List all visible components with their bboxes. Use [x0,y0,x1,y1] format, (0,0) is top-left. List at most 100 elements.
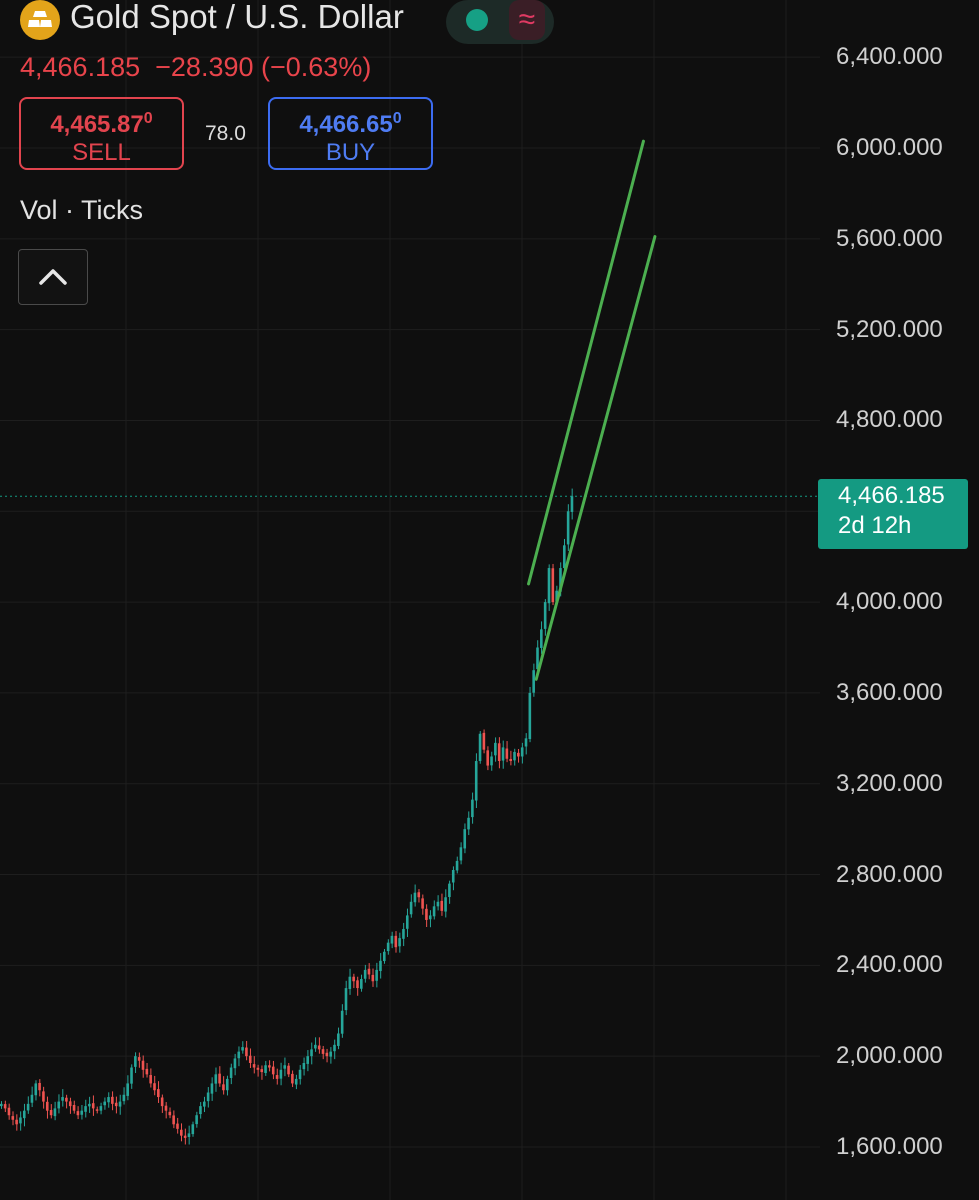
candle-body [225,1078,229,1091]
candle-body [551,568,555,603]
candle-body [26,1103,30,1111]
candle-body [371,974,375,982]
candle-body [195,1115,198,1125]
candle-body [45,1101,49,1111]
candle-body [352,976,355,982]
candle-body [245,1047,248,1057]
candle-body [417,892,421,898]
candle-body [72,1104,76,1111]
sell-label: SELL [72,139,131,166]
candle-body [187,1133,191,1138]
candle-body [191,1124,195,1135]
candle-body [333,1044,336,1052]
candle-body [448,883,451,898]
sell-button[interactable]: 4,465.870 SELL [19,97,184,170]
candle-body [84,1106,87,1112]
status-dot-icon [466,9,488,31]
candle-body [141,1060,145,1070]
y-axis-tick-label: 5,200.000 [836,315,943,343]
candle-body [180,1129,183,1136]
candle-body [57,1101,61,1109]
candle-body [547,568,551,604]
candle-body [95,1109,99,1111]
candle-body [490,756,493,766]
candle-body [176,1123,179,1129]
candle-body [279,1069,283,1079]
candle-body [34,1083,38,1096]
candle-body [210,1083,214,1094]
candle-body [509,758,512,762]
candle-body [329,1051,332,1057]
candle-body [206,1092,210,1102]
candle-body [528,692,532,739]
candle-body [3,1104,7,1109]
candle-body [543,602,547,629]
candle-body [494,742,497,756]
candle-body [432,906,436,917]
candle-body [164,1105,168,1111]
instrument-title[interactable]: Gold Spot / U.S. Dollar [70,0,404,35]
candle-body [337,1033,340,1046]
candle-body [168,1111,172,1116]
candle-body [340,1010,344,1034]
candle-body [478,733,482,762]
candle-body [517,752,520,757]
buy-price: 4,466.650 [299,110,402,138]
candle-body [291,1073,294,1084]
buy-button[interactable]: 4,466.650 BUY [268,97,433,170]
candle-body [233,1058,237,1069]
candle-body [149,1075,152,1084]
last-price: 4,466.185 [20,52,141,82]
candle-body [114,1102,118,1107]
candle-body [283,1065,287,1069]
candle-body [306,1056,309,1064]
candle-body [218,1073,221,1084]
candle-body [264,1065,267,1073]
candle-body [68,1101,72,1107]
candle-body [482,732,486,750]
price-change: −28.390 [155,52,254,82]
candle-body [287,1065,290,1075]
collapse-button[interactable] [18,249,88,305]
candle-body [436,901,440,907]
candle-body [383,951,386,962]
trendline-channel-lower [534,235,657,681]
candle-body [118,1101,122,1107]
wave-icon[interactable]: ≈ [509,0,545,40]
candle-body [386,942,390,952]
candle-body [241,1047,244,1051]
candle-body [563,545,566,569]
y-axis-tick-label: 6,000.000 [836,134,943,161]
candle-body [80,1110,84,1115]
candle-body [145,1068,149,1075]
candle-body [363,969,367,979]
y-axis-tick-label: 3,600.000 [836,678,943,706]
y-axis-tick-label: 2,400.000 [836,951,943,979]
candle-body [0,1103,3,1107]
candle-body [38,1082,41,1091]
candle-body [222,1084,225,1091]
candle-body [103,1101,107,1106]
candle-body [111,1096,114,1104]
candle-body [275,1075,279,1079]
candle-body [202,1101,206,1107]
bar-countdown: 2d 12h [838,512,912,539]
candle-body [344,988,348,1011]
candle-body [532,670,535,693]
candle-body [22,1110,26,1119]
candle-body [367,968,371,975]
price-change-pct: (−0.63%) [261,52,372,82]
y-axis-tick-label: 4,000.000 [836,588,943,616]
candle-body [555,590,558,602]
y-axis-tick-label: 2,000.000 [836,1042,943,1070]
candle-body [65,1097,68,1102]
candle-body [19,1117,22,1124]
candle-body [256,1067,260,1070]
indicator-label[interactable]: Vol · Ticks [20,195,144,225]
gold-bars-icon [20,0,60,40]
candle-body [137,1057,141,1061]
y-axis-tick-label: 2,800.000 [836,860,943,888]
candle-body [559,568,562,592]
candle-body [268,1065,271,1068]
